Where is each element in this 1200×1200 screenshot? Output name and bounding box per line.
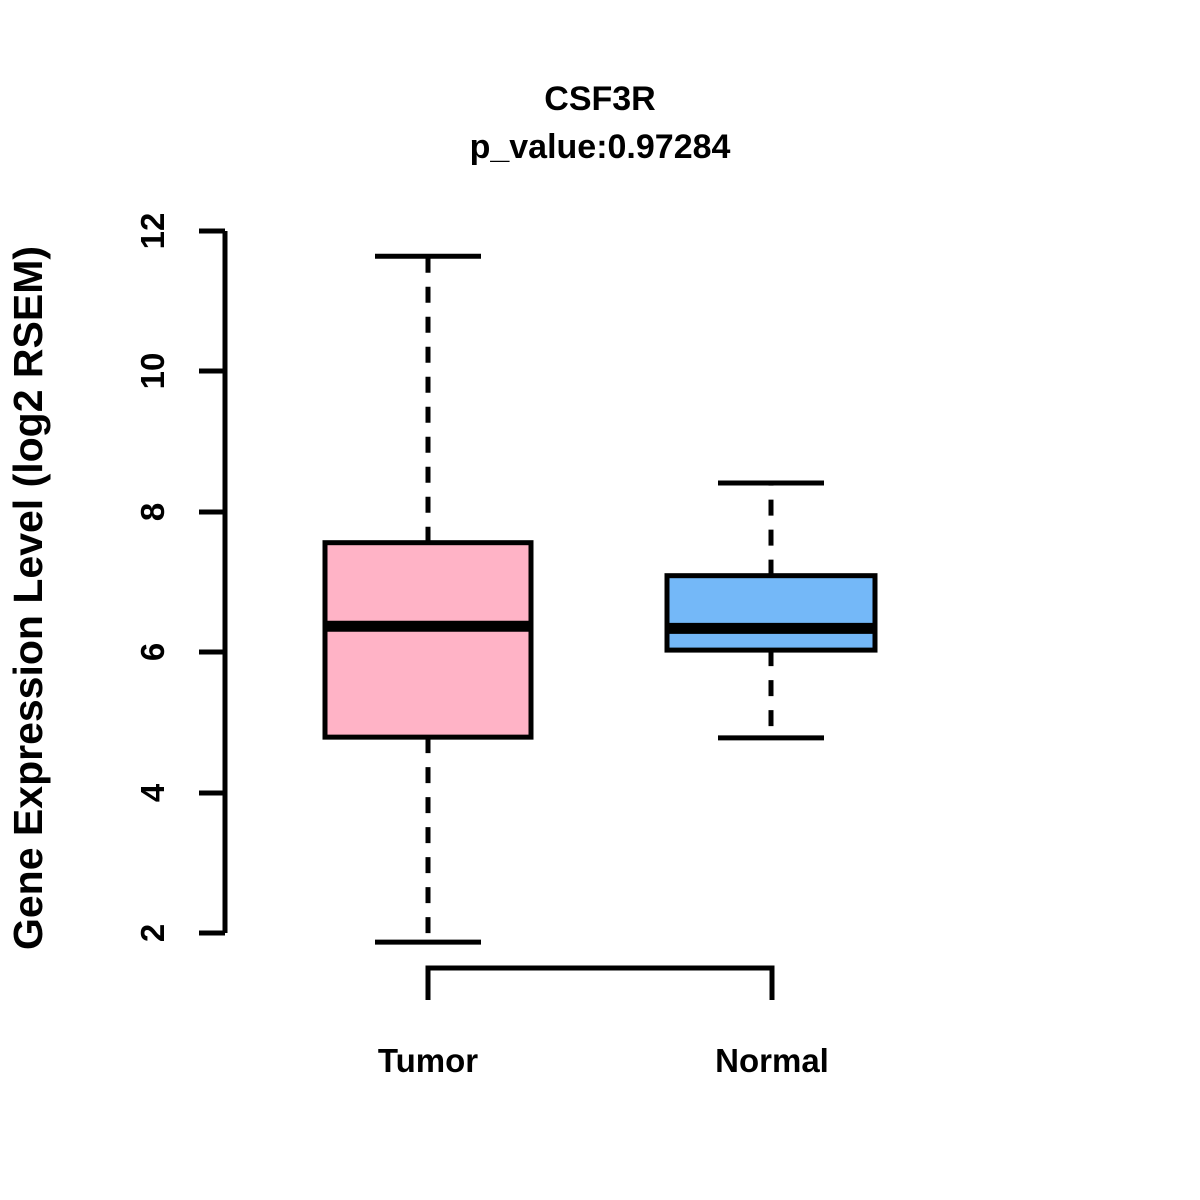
y-axis-title: Gene Expression Level (log2 RSEM) [5, 246, 51, 950]
box-tumor [322, 540, 534, 740]
x-tick-label-normal: Normal [715, 1042, 829, 1079]
y-tick-label-10: 10 [134, 353, 171, 390]
chart-title: CSF3R [544, 80, 655, 118]
x-axis-bracket [425, 965, 775, 1000]
y-tick-label-12: 12 [134, 213, 171, 250]
chart-subtitle: p_value:0.97284 [470, 128, 731, 166]
y-axis: 12 10 8 6 4 2 [134, 213, 228, 942]
box-normal [664, 573, 878, 653]
box-plot-normal [664, 480, 878, 741]
box-plot-tumor [322, 253, 534, 945]
x-tick-label-tumor: Tumor [378, 1042, 478, 1079]
y-tick-label-6: 6 [134, 643, 171, 661]
y-tick-label-8: 8 [134, 503, 171, 521]
x-axis: Tumor Normal [378, 965, 829, 1079]
y-tick-label-2: 2 [134, 924, 171, 942]
y-tick-label-4: 4 [134, 783, 171, 802]
